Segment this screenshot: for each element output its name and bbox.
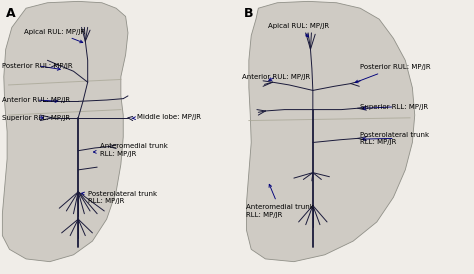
Text: Superior RLL: MP/JR: Superior RLL: MP/JR: [360, 104, 428, 110]
Text: Superior RLL: MP/JR: Superior RLL: MP/JR: [2, 115, 71, 121]
Text: Posterolateral trunk
RLL: MP/JR: Posterolateral trunk RLL: MP/JR: [82, 190, 157, 204]
Text: Anteromedial trunk
RLL: MP/JR: Anteromedial trunk RLL: MP/JR: [246, 184, 314, 218]
Polygon shape: [2, 1, 128, 262]
Text: A: A: [6, 7, 15, 20]
Text: Posterior RUL: MP/JR: Posterior RUL: MP/JR: [2, 63, 73, 70]
Text: Posterolateral trunk
RLL: MP/JR: Posterolateral trunk RLL: MP/JR: [360, 132, 429, 145]
Text: Posterior RUL: MP/JR: Posterior RUL: MP/JR: [355, 64, 431, 83]
Text: Middle lobe: MP/JR: Middle lobe: MP/JR: [132, 114, 201, 120]
Text: Anterior RUL: MP/JR: Anterior RUL: MP/JR: [2, 97, 71, 103]
Text: Anteromedial trunk
RLL: MP/JR: Anteromedial trunk RLL: MP/JR: [93, 143, 167, 157]
Polygon shape: [246, 1, 415, 262]
Text: B: B: [244, 7, 254, 20]
Text: Apical RUL: MP/JR: Apical RUL: MP/JR: [24, 28, 85, 43]
Text: Apical RUL: MP/JR: Apical RUL: MP/JR: [268, 23, 329, 37]
Text: Anterior RUL: MP/JR: Anterior RUL: MP/JR: [242, 74, 310, 81]
